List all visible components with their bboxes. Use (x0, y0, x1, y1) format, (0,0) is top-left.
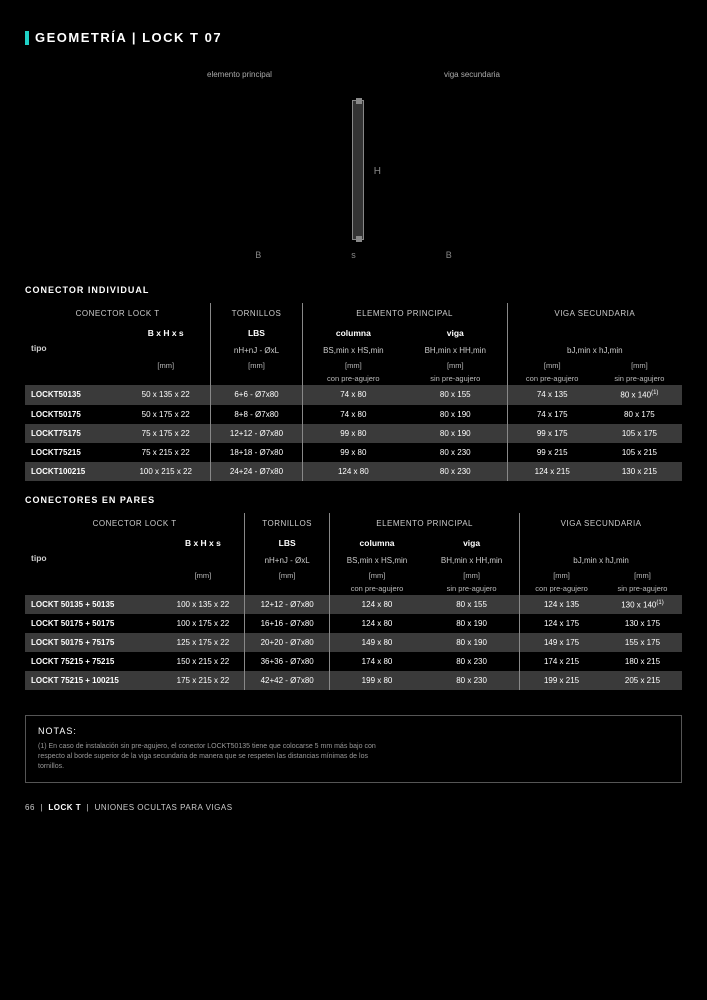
page-title: GEOMETRÍA | LOCK T 07 (35, 30, 222, 45)
main-element-label: elemento principal (207, 70, 272, 92)
table-row: LOCKT7517575 x 175 x 2212+12 - Ø7x8099 x… (25, 424, 682, 443)
secondary-beam-label: viga secundaria (444, 70, 500, 92)
table-row: LOCKT 75215 + 75215150 x 215 x 2236+36 -… (25, 652, 682, 671)
col-nhn: nH+nJ - ØxL (211, 342, 302, 359)
geometry-diagram: elemento principal H viga secundaria (25, 70, 682, 240)
col-tipo: tipo (25, 324, 121, 372)
col-bjmin: bJ,min x hJ,min (507, 342, 682, 359)
page-footer: 66 | LOCK T | UNIONES OCULTAS PARA VIGAS (25, 803, 682, 812)
col-group-secondary: VIGA SECUNDARIA (507, 303, 682, 324)
col-group-main: ELEMENTO PRINCIPAL (302, 303, 507, 324)
table-row: LOCKT5017550 x 175 x 228+8 - Ø7x8074 x 8… (25, 405, 682, 424)
section-pairs-title: CONECTORES EN PARES (25, 495, 682, 505)
table-individual: CONECTOR LOCK T TORNILLOS ELEMENTO PRINC… (25, 303, 682, 481)
table-row: LOCKT 50135 + 50135100 x 135 x 2212+12 -… (25, 595, 682, 615)
notes-body: (1) En caso de instalación sin pre-aguje… (38, 742, 378, 771)
connector-shape: H (352, 100, 364, 240)
table-row: LOCKT 75215 + 100215175 x 215 x 2242+42 … (25, 671, 682, 690)
table-row: LOCKT 50175 + 75175125 x 175 x 2220+20 -… (25, 633, 682, 652)
table-row: LOCKT5013550 x 135 x 226+6 - Ø7x8074 x 8… (25, 385, 682, 405)
table-row: LOCKT 50175 + 50175100 x 175 x 2216+16 -… (25, 614, 682, 633)
accent-bar (25, 31, 29, 45)
width-labels: B s B (25, 250, 682, 260)
table-row: LOCKT100215100 x 215 x 2224+24 - Ø7x8012… (25, 462, 682, 481)
col-bsmin: BS,min x HS,min (302, 342, 404, 359)
height-label: H (374, 166, 381, 177)
col-lbs: LBS (211, 324, 302, 342)
col-group-screws: TORNILLOS (211, 303, 302, 324)
col-columna: columna (302, 324, 404, 342)
notes-box: NOTAS: (1) En caso de instalación sin pr… (25, 715, 682, 782)
table-pairs: CONECTOR LOCK T TORNILLOS ELEMENTO PRINC… (25, 513, 682, 691)
col-bhmin: BH,min x HH,min (404, 342, 507, 359)
section-individual-title: CONECTOR INDIVIDUAL (25, 285, 682, 295)
col-viga: viga (404, 324, 507, 342)
col-bhs: B x H x s (121, 324, 211, 342)
notes-title: NOTAS: (38, 726, 669, 736)
col-group-connector: CONECTOR LOCK T (25, 303, 211, 324)
table-row: LOCKT7521575 x 215 x 2218+18 - Ø7x8099 x… (25, 443, 682, 462)
page-header: GEOMETRÍA | LOCK T 07 (25, 30, 682, 45)
central-diagram-label (357, 70, 359, 92)
